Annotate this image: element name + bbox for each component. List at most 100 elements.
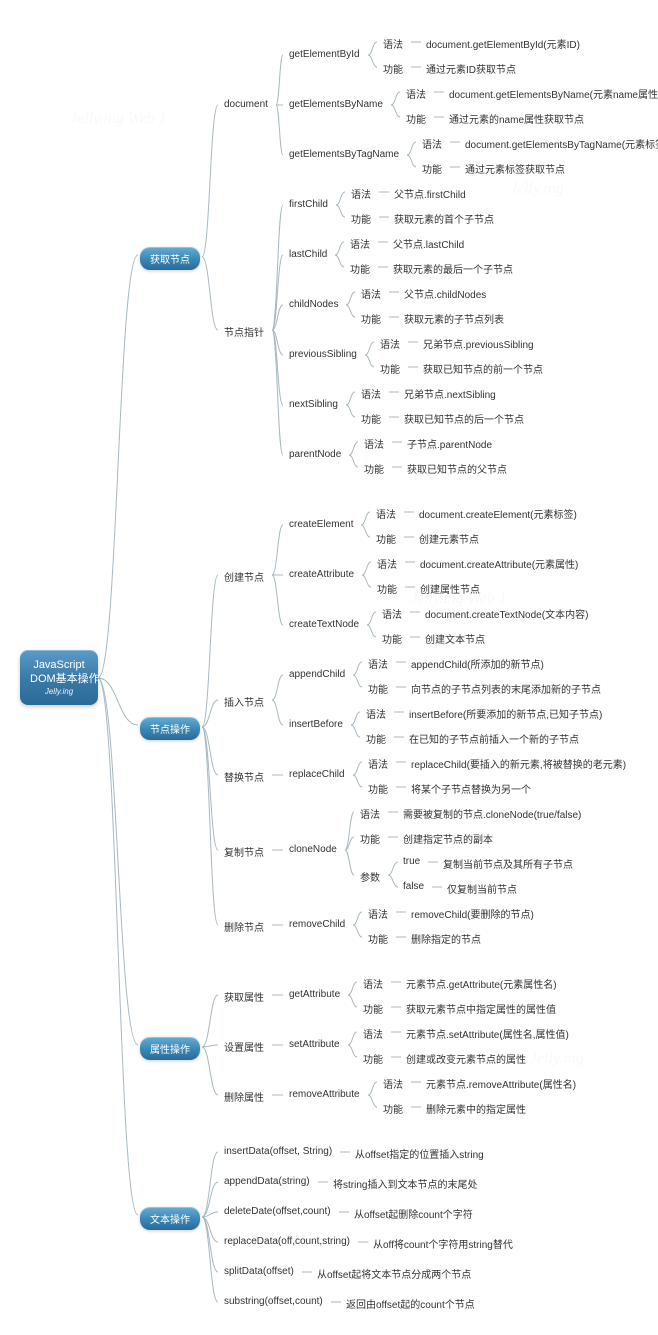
leaf-v: appendChild(所添加的新节点) <box>407 654 548 673</box>
sub2: createTextNode <box>285 617 363 632</box>
sub1: 节点指针 <box>220 322 268 341</box>
leaf-k: 语法 <box>346 234 374 253</box>
leaf-v: 通过元素标签获取节点 <box>461 159 569 178</box>
leaf-k: 功能 <box>347 209 375 228</box>
root-line2: DOM基本操作 <box>30 672 88 686</box>
leaf-v: 删除元素中的指定属性 <box>422 1099 530 1118</box>
sub2: appendChild <box>285 667 349 682</box>
leaf-k: 功能 <box>372 529 400 548</box>
leaf-k: 语法 <box>356 804 384 823</box>
root-line1: JavaScript <box>30 658 88 672</box>
sub2: nextSibling <box>285 397 342 412</box>
leaf-k: 功能 <box>379 1099 407 1118</box>
leaf-v: 获取已知节点的父节点 <box>403 459 511 478</box>
leaf-k: 语法 <box>372 504 400 523</box>
leaf-k: 语法 <box>378 604 406 623</box>
leaf-k: 语法 <box>357 384 385 403</box>
sub2: removeChild <box>285 917 349 932</box>
sub2: getElementsByName <box>285 97 387 112</box>
leaf-v: 父节点.lastChild <box>389 234 468 253</box>
sub1: 复制节点 <box>220 842 268 861</box>
sub2: replaceChild <box>285 767 349 782</box>
leaf-k: deleteDate(offset,count) <box>220 1204 335 1219</box>
leaf-k: 功能 <box>376 359 404 378</box>
leaf-k: 语法 <box>379 34 407 53</box>
cat: 获取节点 <box>140 247 200 270</box>
sub2: lastChild <box>285 247 331 262</box>
leaf-k: 语法 <box>364 754 392 773</box>
cat: 节点操作 <box>140 717 200 740</box>
leaf-v: 获取已知节点的后一个节点 <box>400 409 528 428</box>
leaf-v: 从off将count个字符用string替代 <box>369 1234 517 1253</box>
sub2: createAttribute <box>285 567 358 582</box>
leaf-k: 功能 <box>359 1049 387 1068</box>
sub2: removeAttribute <box>285 1087 364 1102</box>
sub1: 删除节点 <box>220 917 268 936</box>
root-node: JavaScriptDOM基本操作Jelly.ing <box>20 650 98 705</box>
sub1: 获取属性 <box>220 987 268 1006</box>
leaf-v: 兄弟节点.previousSibling <box>419 334 538 353</box>
leaf-k: appendData(string) <box>220 1174 314 1189</box>
leaf-v: insertBefore(所要添加的新节点,已知子节点) <box>405 704 606 723</box>
leaf-k: 语法 <box>347 184 375 203</box>
watermark: Jelly.ing <box>530 1050 584 1068</box>
cat: 属性操作 <box>140 1037 200 1060</box>
leaf-k: 语法 <box>402 84 430 103</box>
sub2: firstChild <box>285 197 332 212</box>
leaf-k: insertData(offset, String) <box>220 1144 336 1159</box>
leaf-v: 获取元素节点中指定属性的属性值 <box>402 999 560 1018</box>
leaf-k: 语法 <box>364 654 392 673</box>
leaf-k2: true <box>399 854 424 869</box>
leaf-k: 功能 <box>356 829 384 848</box>
leaf-v: 创建属性节点 <box>416 579 484 598</box>
mindmap-container: Jelly.ing Web 1 Jelly.ing Jelly.ing Web … <box>10 10 648 1325</box>
leaf-v: 复制当前节点及其所有子节点 <box>439 854 577 873</box>
sub1: 创建节点 <box>220 567 268 586</box>
leaf-v: 元素节点.getAttribute(元素属性名) <box>402 974 561 993</box>
sub2: cloneNode <box>285 842 341 857</box>
leaf-k: 语法 <box>359 1024 387 1043</box>
sub2: parentNode <box>285 447 345 462</box>
leaf-k: 参数 <box>356 867 384 886</box>
sub1: 插入节点 <box>220 692 268 711</box>
leaf-v: document.createElement(元素标签) <box>415 504 581 523</box>
leaf-k: 功能 <box>364 929 392 948</box>
leaf-k: splitData(offset) <box>220 1264 298 1279</box>
leaf-k: 功能 <box>373 579 401 598</box>
sub2: createElement <box>285 517 357 532</box>
leaf-v: 返回由offset起的count个节点 <box>342 1294 479 1313</box>
leaf-v: 元素节点.setAttribute(属性名,属性值) <box>402 1024 573 1043</box>
leaf-k: 语法 <box>362 704 390 723</box>
leaf-k2: false <box>399 879 428 894</box>
sub2: insertBefore <box>285 717 347 732</box>
leaf-v: 父节点.firstChild <box>390 184 470 203</box>
leaf-v: 创建或改变元素节点的属性 <box>402 1049 530 1068</box>
leaf-k: 功能 <box>346 259 374 278</box>
leaf-k: replaceData(off,count,string) <box>220 1234 354 1249</box>
leaf-v: 在已知的子节点前插入一个新的子节点 <box>405 729 583 748</box>
leaf-v: 获取元素的最后一个子节点 <box>389 259 517 278</box>
sub1: 设置属性 <box>220 1037 268 1056</box>
leaf-k: 语法 <box>364 904 392 923</box>
leaf-k: 功能 <box>364 679 392 698</box>
leaf-k: substring(offset,count) <box>220 1294 327 1309</box>
leaf-v: document.createAttribute(元素属性) <box>416 554 582 573</box>
leaf-v: 向节点的子节点列表的末尾添加新的子节点 <box>407 679 605 698</box>
leaf-k: 语法 <box>360 434 388 453</box>
leaf-v: document.getElementById(元素ID) <box>422 34 584 53</box>
sub2: childNodes <box>285 297 342 312</box>
sub2: getElementsByTagName <box>285 147 403 162</box>
leaf-v: 从offset起删除count个字符 <box>350 1204 477 1223</box>
leaf-v: 获取已知节点的前一个节点 <box>419 359 547 378</box>
leaf-k: 功能 <box>357 409 385 428</box>
watermark: Jelly.ing Web 1 <box>70 110 167 128</box>
leaf-v: 通过元素ID获取节点 <box>422 59 520 78</box>
leaf-k: 功能 <box>360 459 388 478</box>
leaf-k: 功能 <box>364 779 392 798</box>
leaf-k: 功能 <box>418 159 446 178</box>
sub2: previousSibling <box>285 347 361 362</box>
leaf-k: 功能 <box>402 109 430 128</box>
leaf-k: 功能 <box>379 59 407 78</box>
leaf-k: 语法 <box>357 284 385 303</box>
leaf-v: 创建元素节点 <box>415 529 483 548</box>
